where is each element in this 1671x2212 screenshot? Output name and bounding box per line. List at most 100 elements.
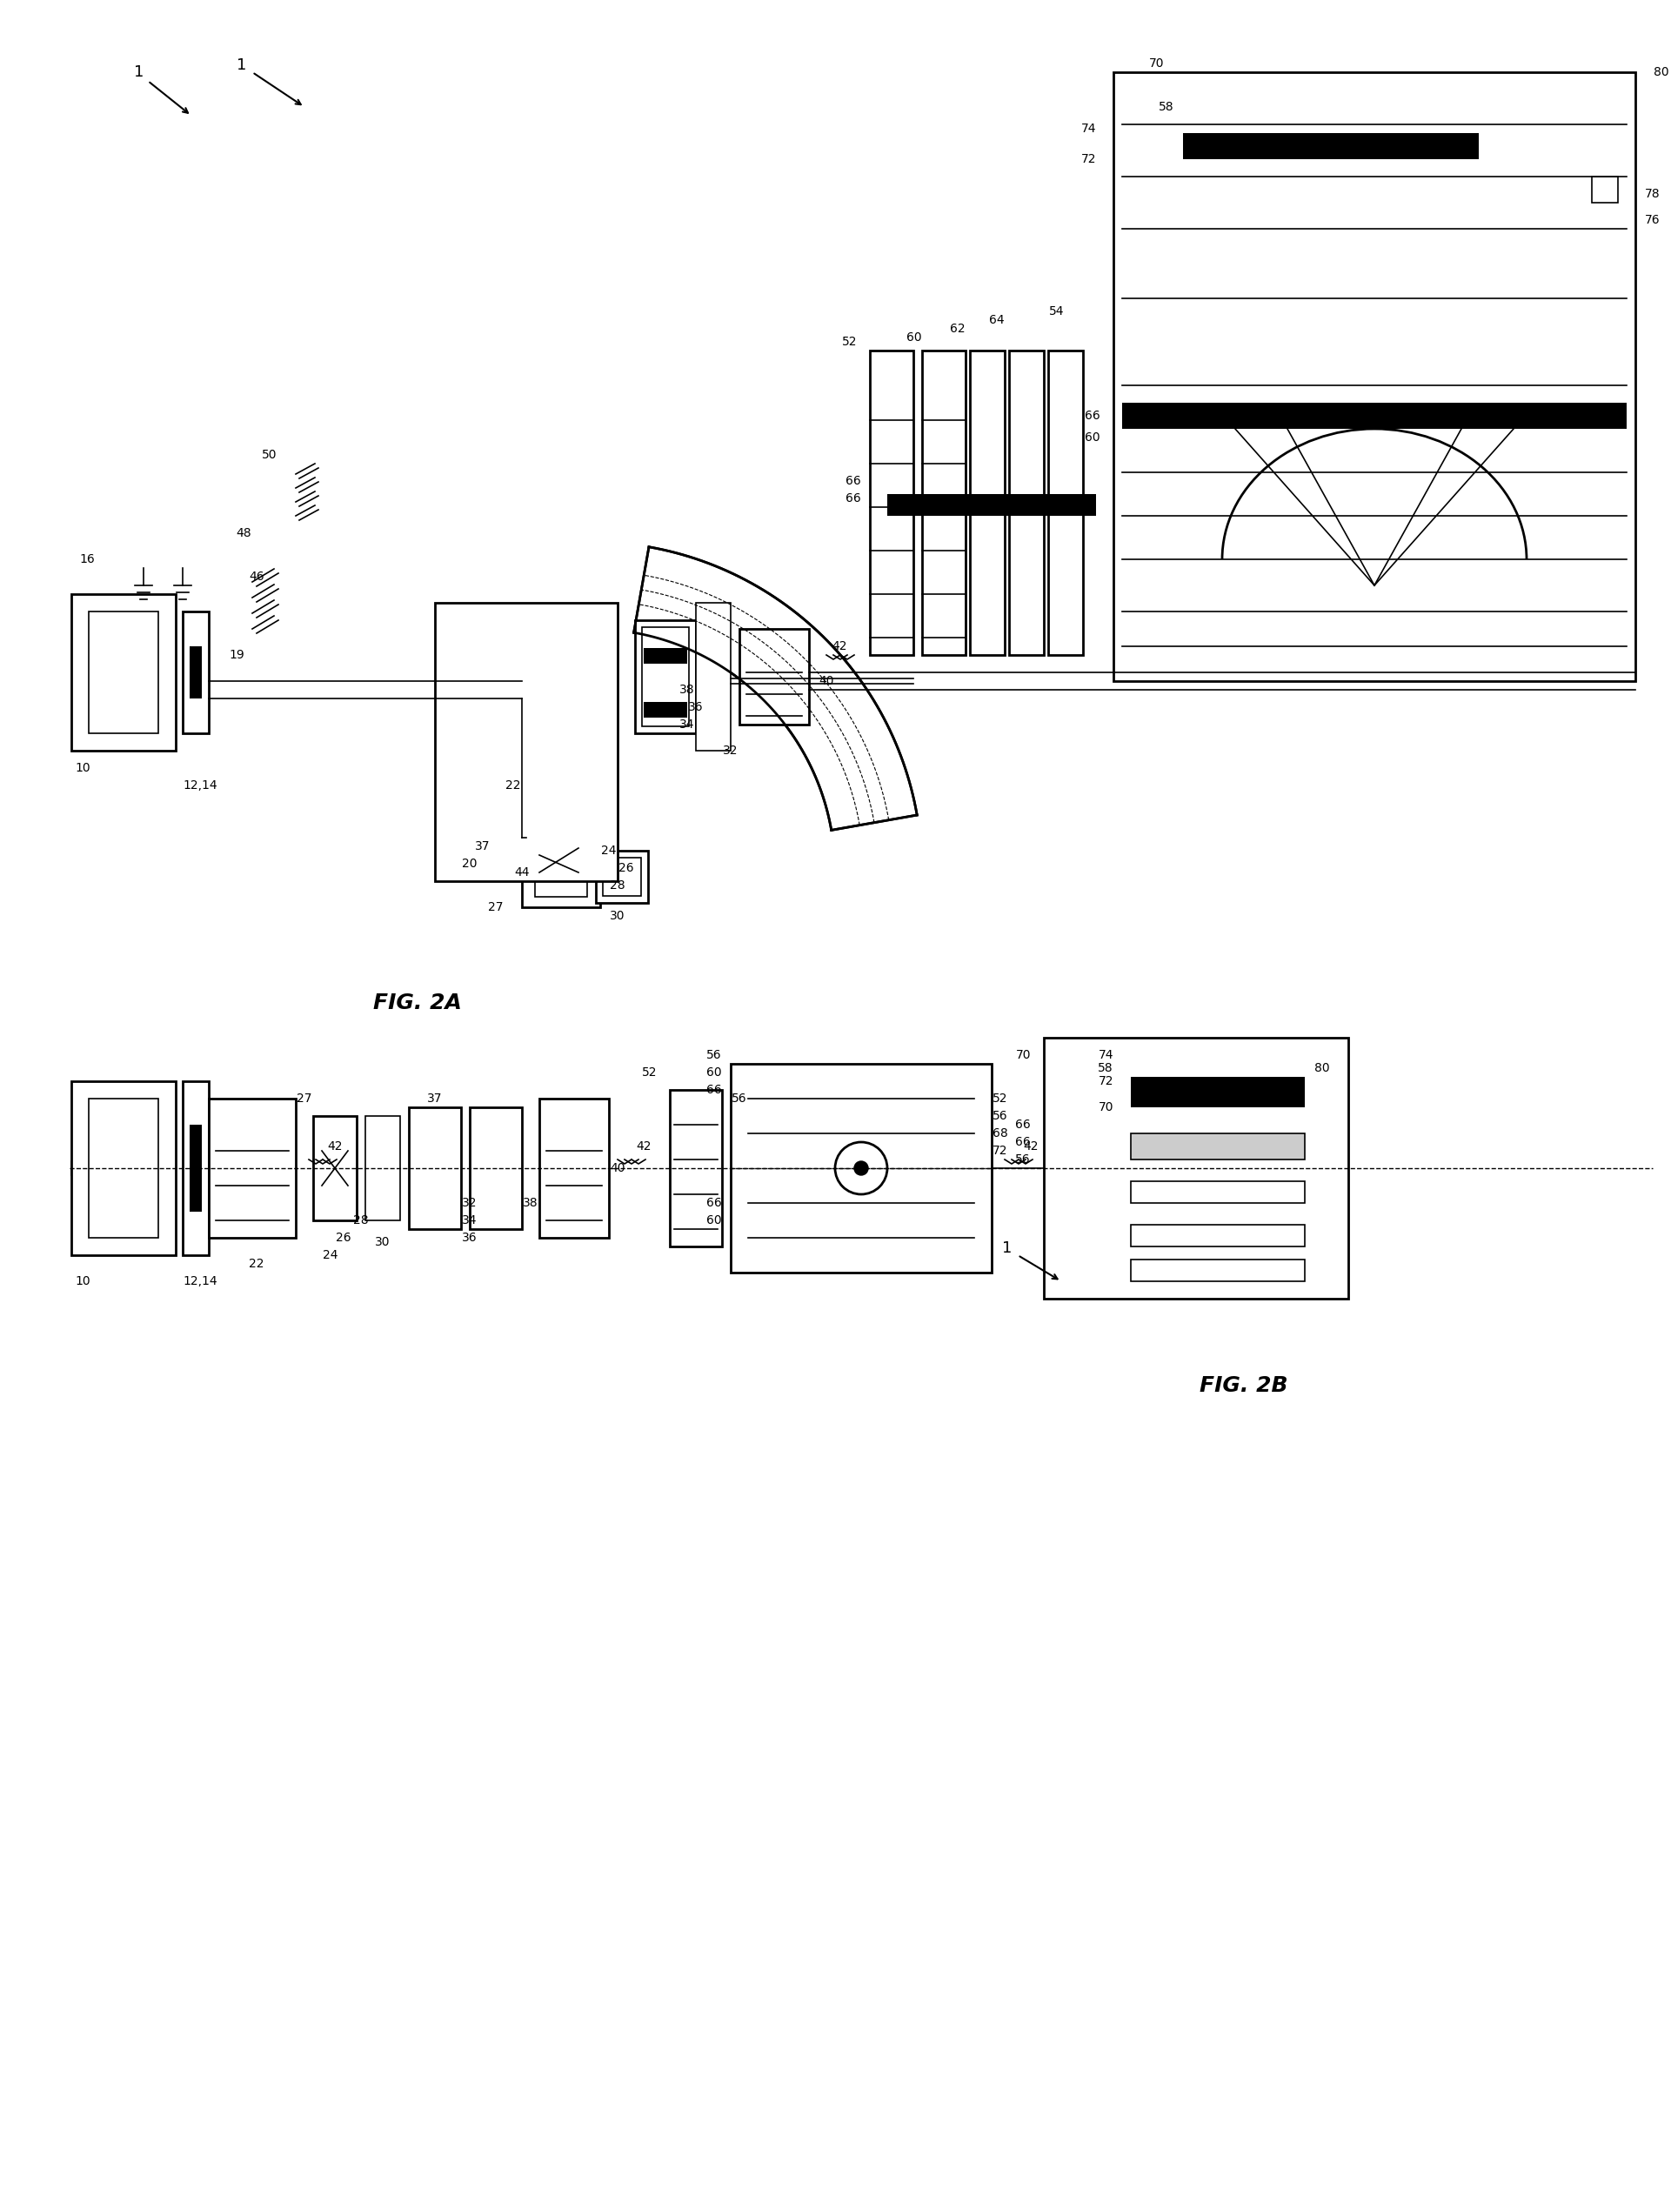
- Bar: [603, 858, 642, 896]
- Bar: [1131, 1225, 1305, 1248]
- Text: 12,14: 12,14: [182, 779, 217, 792]
- Circle shape: [854, 1161, 869, 1175]
- Text: 38: 38: [680, 684, 695, 697]
- Text: 80: 80: [1315, 1062, 1330, 1075]
- Text: 74: 74: [1081, 122, 1096, 135]
- Bar: [1048, 349, 1083, 655]
- Text: 44: 44: [515, 867, 530, 878]
- Text: 56: 56: [707, 1048, 722, 1062]
- Text: 56: 56: [993, 1110, 1008, 1121]
- Text: 58: 58: [1160, 102, 1175, 113]
- Text: 66: 66: [846, 476, 861, 487]
- Bar: [434, 604, 618, 880]
- Text: 16: 16: [79, 553, 95, 566]
- Bar: [643, 701, 687, 717]
- Text: 52: 52: [993, 1093, 1008, 1104]
- Text: 52: 52: [842, 336, 857, 347]
- Bar: [887, 493, 1096, 515]
- Text: 28: 28: [610, 880, 625, 891]
- Text: 54: 54: [1049, 305, 1064, 319]
- Bar: [535, 847, 587, 896]
- Polygon shape: [633, 546, 917, 830]
- Text: 52: 52: [642, 1066, 657, 1079]
- Text: 27: 27: [297, 1093, 312, 1104]
- Text: 38: 38: [523, 1197, 538, 1210]
- Text: 27: 27: [488, 900, 503, 914]
- Text: 80: 80: [1654, 66, 1669, 77]
- Text: 30: 30: [374, 1237, 391, 1248]
- Text: 42: 42: [1023, 1141, 1038, 1152]
- Text: 46: 46: [249, 571, 264, 582]
- Bar: [969, 349, 1004, 655]
- Text: 66: 66: [707, 1084, 722, 1095]
- Text: 66: 66: [1084, 409, 1101, 422]
- Text: 66: 66: [1016, 1137, 1031, 1148]
- Text: 70: 70: [1016, 1048, 1031, 1062]
- Text: 42: 42: [328, 1141, 343, 1152]
- Bar: [1131, 1259, 1305, 1281]
- Bar: [1183, 133, 1479, 159]
- Bar: [1113, 73, 1636, 681]
- Text: 24: 24: [602, 845, 617, 856]
- Bar: [1131, 1133, 1305, 1159]
- Text: 48: 48: [236, 526, 251, 540]
- Text: 72: 72: [1098, 1075, 1113, 1088]
- Bar: [1009, 349, 1044, 655]
- Bar: [739, 628, 809, 726]
- Text: 42: 42: [832, 639, 847, 653]
- Text: 22: 22: [506, 779, 521, 792]
- Bar: [1123, 403, 1626, 429]
- Text: 37: 37: [475, 841, 490, 852]
- Text: 76: 76: [1644, 215, 1661, 226]
- Bar: [72, 1082, 175, 1254]
- Text: 60: 60: [1084, 431, 1101, 445]
- Text: 66: 66: [846, 493, 861, 504]
- Bar: [521, 838, 600, 907]
- Text: 62: 62: [951, 323, 966, 334]
- Bar: [89, 611, 159, 732]
- Bar: [643, 648, 687, 664]
- Text: 40: 40: [819, 675, 834, 688]
- Bar: [89, 1099, 159, 1239]
- Text: 60: 60: [707, 1066, 722, 1079]
- Bar: [922, 349, 966, 655]
- Text: 56: 56: [1016, 1152, 1031, 1166]
- Text: 64: 64: [989, 314, 1004, 325]
- Bar: [312, 1117, 356, 1221]
- Text: 30: 30: [610, 909, 625, 922]
- Text: 32: 32: [724, 745, 739, 757]
- Text: 20: 20: [463, 858, 478, 869]
- Text: FIG. 2A: FIG. 2A: [373, 993, 461, 1013]
- Text: 19: 19: [229, 648, 244, 661]
- Text: 36: 36: [463, 1232, 478, 1243]
- Text: 26: 26: [336, 1232, 351, 1243]
- Text: 60: 60: [707, 1214, 722, 1225]
- Text: 58: 58: [1098, 1062, 1113, 1075]
- Text: 34: 34: [463, 1214, 478, 1225]
- Bar: [695, 604, 730, 750]
- Bar: [72, 595, 175, 750]
- Bar: [189, 1124, 202, 1212]
- Text: 1: 1: [1003, 1241, 1013, 1256]
- Bar: [470, 1108, 521, 1230]
- Text: 10: 10: [75, 1274, 90, 1287]
- Text: 50: 50: [262, 449, 277, 460]
- Text: 66: 66: [1016, 1119, 1031, 1130]
- Text: 37: 37: [428, 1093, 443, 1104]
- Text: 60: 60: [907, 332, 922, 343]
- Bar: [642, 628, 688, 726]
- Text: 12,14: 12,14: [182, 1274, 217, 1287]
- Bar: [1131, 1077, 1305, 1108]
- Text: 1: 1: [237, 58, 247, 73]
- Text: 72: 72: [993, 1144, 1008, 1157]
- Bar: [409, 1108, 461, 1230]
- Bar: [670, 1091, 722, 1248]
- Bar: [597, 852, 648, 902]
- Bar: [1592, 177, 1618, 204]
- Text: 66: 66: [707, 1197, 722, 1210]
- Text: 74: 74: [1098, 1048, 1113, 1062]
- Text: 24: 24: [323, 1250, 338, 1261]
- Text: 22: 22: [249, 1259, 264, 1270]
- Text: 28: 28: [353, 1214, 369, 1225]
- Bar: [635, 619, 695, 732]
